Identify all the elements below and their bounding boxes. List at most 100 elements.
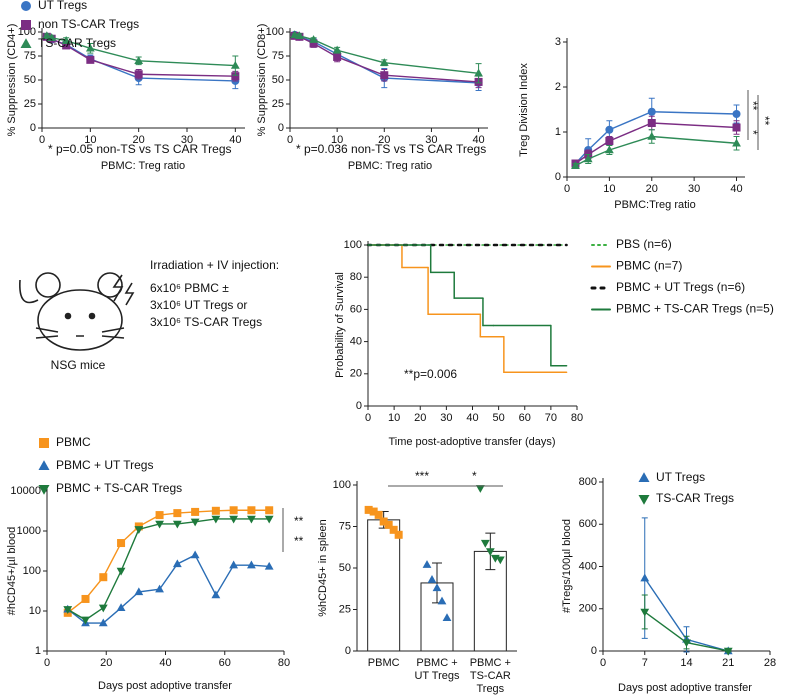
annotation: * bbox=[472, 469, 477, 483]
marker bbox=[605, 125, 614, 134]
series-line bbox=[575, 135, 737, 167]
marker bbox=[605, 137, 614, 145]
marker bbox=[134, 56, 144, 64]
marker bbox=[647, 119, 656, 127]
series-line bbox=[574, 111, 737, 164]
y-tick-label: 400 bbox=[579, 560, 597, 572]
annotation: ** bbox=[294, 534, 304, 548]
mouse-eye bbox=[64, 312, 72, 320]
marker bbox=[155, 520, 164, 529]
marker bbox=[437, 596, 447, 605]
x-tick-label: 14 bbox=[680, 657, 692, 669]
marker bbox=[211, 506, 220, 515]
x-tick-label: 10 bbox=[603, 183, 615, 195]
marker bbox=[172, 520, 182, 529]
marker bbox=[480, 539, 490, 548]
legend-label: PBMC (n=7) bbox=[616, 259, 682, 273]
marker bbox=[172, 559, 182, 568]
marker bbox=[427, 575, 437, 583]
marker bbox=[265, 506, 274, 515]
marker bbox=[732, 123, 741, 132]
marker bbox=[230, 61, 240, 69]
marker bbox=[432, 583, 442, 592]
x-tick-label: 20 bbox=[100, 657, 112, 669]
annotation: ** bbox=[746, 101, 760, 111]
marker bbox=[647, 107, 656, 116]
x-tick-label: 40 bbox=[730, 183, 742, 195]
legend-label: TS-CAR Tregs bbox=[38, 36, 116, 50]
x-tick-label: 70 bbox=[545, 412, 557, 424]
marker bbox=[732, 138, 741, 147]
y-tick-label: 50 bbox=[339, 562, 351, 574]
x-tick-label: 30 bbox=[688, 183, 700, 195]
legend-swatch bbox=[21, 1, 31, 11]
marker bbox=[134, 587, 144, 596]
marker bbox=[682, 639, 691, 648]
x-tick-label: 30 bbox=[440, 412, 452, 424]
x-tick-label: 0 bbox=[564, 183, 570, 195]
marker bbox=[211, 590, 221, 599]
y-tick-label: 75 bbox=[24, 50, 36, 62]
annotation: ** bbox=[758, 116, 772, 126]
y-tick-label: 800 bbox=[579, 476, 597, 488]
marker bbox=[134, 526, 144, 534]
mouse-illustration bbox=[19, 272, 135, 351]
marker bbox=[264, 515, 274, 524]
x-tick-label: 0 bbox=[44, 657, 50, 669]
series-line bbox=[294, 34, 479, 74]
marker bbox=[571, 161, 580, 169]
annotation: * p=0.036 non-TS vs TS CAR Tregs bbox=[296, 142, 486, 156]
marker bbox=[117, 539, 126, 548]
legend-label: PBMC + TS-CAR Tregs (n=5) bbox=[616, 302, 774, 316]
legend-label: TS-CAR Tregs bbox=[656, 491, 734, 505]
y-tick-label: 1000 bbox=[17, 525, 41, 537]
mouse-eye bbox=[88, 312, 96, 320]
marker bbox=[85, 43, 95, 52]
marker bbox=[190, 550, 200, 559]
x-axis-label: PBMC: Treg ratio bbox=[101, 160, 185, 172]
marker bbox=[63, 606, 73, 614]
legend-swatch bbox=[38, 460, 50, 470]
injection-line: 3x10⁶ UT Tregs or bbox=[150, 298, 247, 312]
legend-label: non TS-CAR Tregs bbox=[38, 17, 139, 31]
marker bbox=[309, 35, 318, 43]
marker bbox=[116, 603, 126, 612]
marker bbox=[422, 560, 432, 568]
marker bbox=[380, 71, 389, 80]
x-tick-label: 0 bbox=[365, 412, 371, 424]
x-tick-label: 40 bbox=[472, 134, 484, 146]
y-tick-label: 100 bbox=[266, 26, 284, 38]
mouse-whiskers bbox=[19, 279, 125, 339]
marker bbox=[99, 573, 108, 582]
x-tick-label: 20 bbox=[646, 183, 658, 195]
marker bbox=[155, 584, 164, 593]
x-tick-label: 20 bbox=[414, 412, 426, 424]
x-axis-label: Days post adoptive transfer bbox=[618, 682, 752, 694]
y-tick-label: 25 bbox=[24, 98, 36, 110]
y-tick-label: 20 bbox=[350, 368, 362, 380]
legend-label: PBMC + UT Tregs bbox=[56, 458, 153, 472]
marker bbox=[384, 520, 393, 529]
y-tick-label: 0 bbox=[591, 645, 597, 657]
marker bbox=[173, 509, 182, 518]
x-tick-label: 0 bbox=[287, 134, 293, 146]
y-tick-label: 0 bbox=[345, 645, 351, 657]
marker bbox=[374, 510, 383, 519]
x-tick-label: 20 bbox=[378, 134, 390, 146]
y-tick-label: 200 bbox=[579, 603, 597, 615]
y-tick-label: 3 bbox=[555, 36, 561, 48]
marker bbox=[229, 506, 238, 515]
marker bbox=[583, 154, 593, 163]
marker bbox=[116, 567, 126, 576]
x-tick-label: 28 bbox=[764, 657, 776, 669]
y-axis-label: % Suppression (CD4+) bbox=[6, 24, 18, 137]
marker bbox=[247, 560, 256, 569]
x-tick-label: 10 bbox=[84, 134, 96, 146]
y-tick-label: 10 bbox=[29, 605, 41, 617]
marker bbox=[379, 58, 389, 66]
x-tick-label: PBMC + bbox=[416, 657, 457, 669]
x-tick-label: 80 bbox=[571, 412, 583, 424]
marker bbox=[231, 72, 240, 81]
marker bbox=[295, 31, 304, 40]
